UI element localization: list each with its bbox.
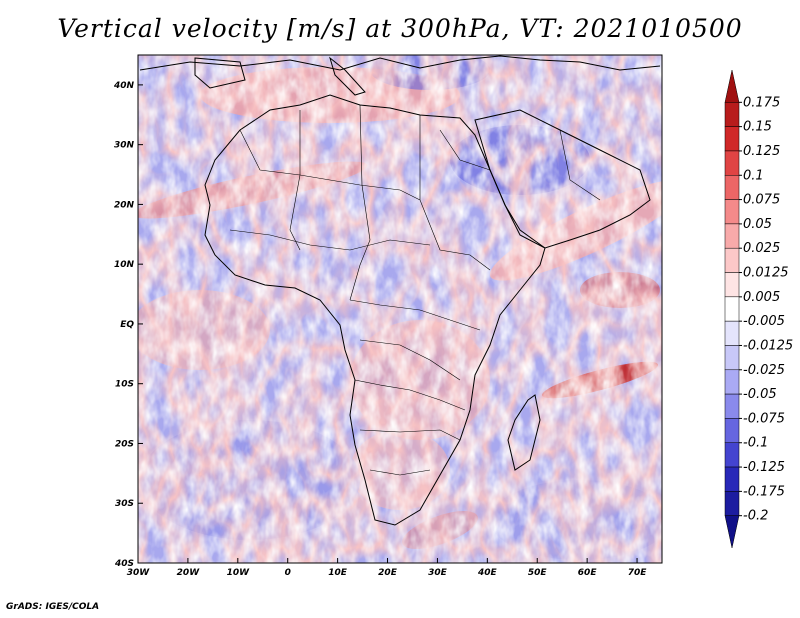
latitude-axis: 40N 30N 20N 10N EQ 10S 20S 30S 40S	[113, 81, 143, 569]
colorbar-swatch	[724, 175, 740, 200]
lat-tick-label: 10S	[115, 380, 134, 390]
colorbar: 0.175 0.15 0.125 0.1 0.075 0.05 0.025 0.0125 0.0…	[724, 69, 793, 549]
plot-frame	[137, 54, 663, 564]
colorbar-swatch	[724, 102, 740, 127]
colorbar-label: 0.15	[743, 120, 772, 135]
lat-tick-label: EQ	[120, 320, 134, 330]
colorbar-label: -0.025	[743, 363, 785, 378]
lon-tick-label: 20E	[378, 568, 398, 578]
colorbar-label: -0.175	[743, 484, 785, 499]
colorbar-label: -0.1	[743, 436, 768, 451]
colorbar-swatch	[724, 393, 740, 419]
lat-tick-label: 30S	[115, 499, 134, 509]
lon-tick-label: 10E	[328, 568, 348, 578]
colorbar-swatch	[724, 199, 740, 225]
colorbar-swatch	[724, 69, 740, 103]
colorbar-label: 0.005	[743, 290, 780, 305]
lon-tick-label: 70E	[628, 568, 648, 578]
colorbar-swatch	[724, 466, 740, 492]
colorbar-label: -0.0125	[743, 338, 793, 353]
madagascar-coastline	[507, 394, 541, 471]
colorbar-swatch	[724, 345, 740, 371]
colorbar-swatch	[724, 442, 740, 468]
lat-tick-label: 10N	[114, 260, 135, 270]
africa-coastline	[204, 94, 546, 526]
lon-tick-label: 0	[285, 568, 291, 578]
lon-tick-label: 30E	[428, 568, 448, 578]
iberia-outline	[194, 57, 246, 89]
longitude-axis: 30W 20W 10W 0 10E 20E 30E 40E 50E 60E 70E	[127, 558, 647, 578]
arabia-coastline	[474, 109, 651, 249]
lat-tick-label: 40N	[113, 81, 135, 91]
colorbar-label: 0.175	[743, 95, 780, 110]
colorbar-label: -0.125	[743, 460, 785, 475]
coastlines	[139, 55, 661, 526]
colorbar-swatch	[724, 150, 740, 176]
colorbar-label: 0.125	[743, 144, 780, 159]
colorbar-swatch	[724, 491, 740, 516]
lon-tick-label: 40E	[477, 568, 498, 578]
lat-tick-label: 40S	[114, 559, 134, 569]
colorbar-label: 0.075	[743, 193, 780, 208]
velocity-field	[138, 55, 662, 563]
colorbar-label: 0.025	[743, 241, 780, 256]
colorbar-label: 0.05	[743, 217, 772, 232]
lon-tick-label: 50E	[528, 568, 548, 578]
colorbar-swatch	[724, 296, 740, 322]
colorbar-swatch	[724, 126, 740, 152]
lat-tick-label: 30N	[114, 141, 135, 151]
colorbar-swatch	[724, 515, 740, 549]
lat-tick-label: 20N	[114, 200, 135, 210]
colorbar-label: -0.075	[743, 411, 785, 426]
colorbar-label: -0.005	[743, 314, 785, 329]
lon-tick-label: 60E	[578, 568, 598, 578]
colorbar-swatch	[724, 247, 740, 273]
colorbar-label: -0.05	[743, 387, 777, 402]
footer-credit: GrADS: IGES/COLA	[6, 602, 100, 612]
colorbar-label: 0.0125	[743, 266, 789, 281]
colorbar-label: 0.1	[743, 168, 764, 183]
europe-coastline	[139, 55, 661, 71]
country-borders	[229, 104, 601, 476]
colorbar-swatch	[724, 418, 740, 443]
colorbar-swatch	[724, 320, 740, 346]
colorbar-swatch	[724, 369, 740, 395]
lat-tick-label: 20S	[115, 439, 134, 449]
colorbar-swatch	[724, 223, 740, 249]
italy-outline	[329, 56, 366, 96]
colorbar-label: -0.2	[743, 509, 768, 524]
map-title: Vertical velocity [m/s] at 300hPa, VT: 2…	[57, 14, 743, 43]
lon-tick-label: 30W	[127, 568, 151, 578]
lon-tick-label: 20W	[177, 568, 201, 578]
colorbar-swatch	[724, 272, 740, 298]
lon-tick-label: 10W	[227, 568, 251, 578]
